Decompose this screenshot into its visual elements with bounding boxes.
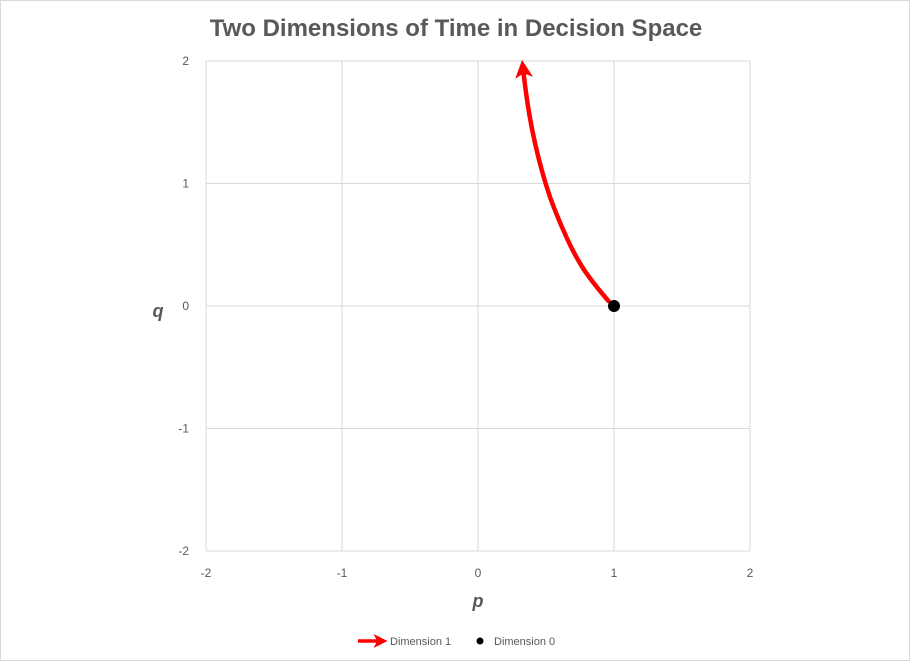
series-dimension-0-point bbox=[608, 300, 620, 312]
grid bbox=[205, 60, 751, 552]
x-tick-label: -1 bbox=[337, 566, 348, 580]
x-axis-label: p bbox=[472, 591, 484, 611]
y-tick-label: 1 bbox=[182, 177, 189, 191]
series bbox=[515, 59, 620, 312]
y-tick-label: 0 bbox=[182, 299, 189, 313]
tick-labels: -2 -1 0 1 2 2 1 0 -1 -2 bbox=[178, 54, 753, 580]
legend: Dimension 1 Dimension 0 bbox=[358, 634, 555, 648]
legend-label-dimension-0: Dimension 0 bbox=[494, 636, 555, 648]
legend-swatch-dimension-0 bbox=[476, 637, 484, 645]
y-tick-label: -2 bbox=[178, 544, 189, 558]
y-tick-label: -1 bbox=[178, 422, 189, 436]
x-tick-label: 1 bbox=[611, 566, 618, 580]
x-tick-label: 2 bbox=[747, 566, 754, 580]
x-tick-label: -2 bbox=[201, 566, 212, 580]
x-tick-label: 0 bbox=[475, 566, 482, 580]
chart-title: Two Dimensions of Time in Decision Space bbox=[210, 15, 703, 42]
legend-label-dimension-1: Dimension 1 bbox=[390, 636, 451, 648]
y-axis-label: q bbox=[153, 301, 164, 321]
y-tick-label: 2 bbox=[182, 54, 189, 68]
series-dimension-1-line bbox=[515, 59, 611, 304]
